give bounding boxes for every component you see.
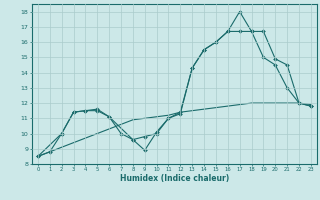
X-axis label: Humidex (Indice chaleur): Humidex (Indice chaleur) (120, 174, 229, 183)
